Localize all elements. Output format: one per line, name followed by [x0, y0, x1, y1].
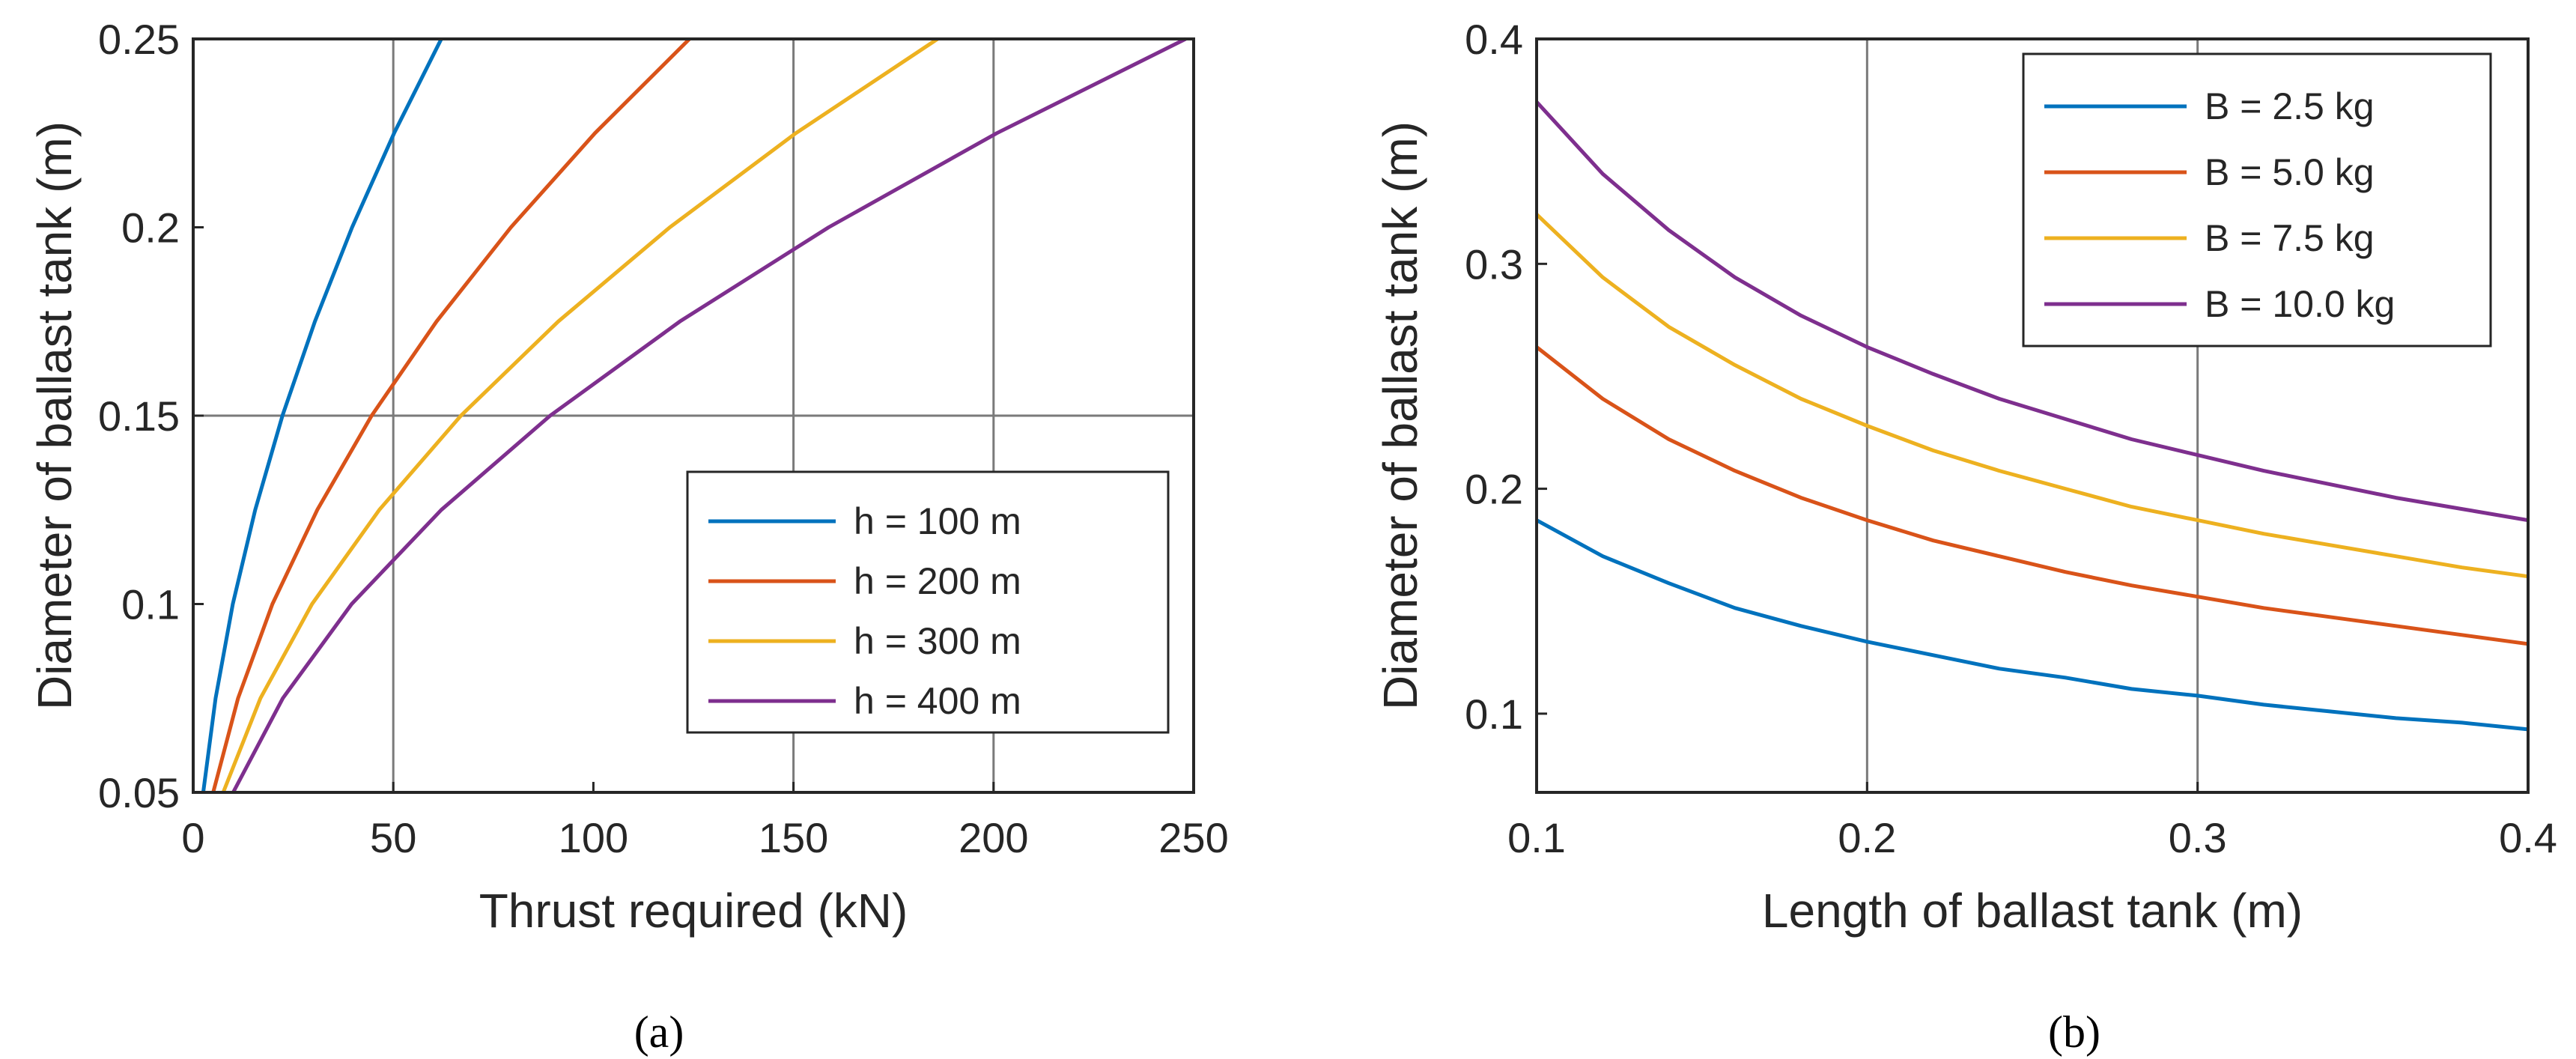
panel-b-axes-box — [1535, 37, 2530, 794]
series-line-3 — [1535, 213, 2529, 579]
legend-box — [2022, 52, 2492, 348]
y-tick-label: 0.1 — [1465, 691, 1523, 738]
panel-a-yticks: 0.05 0.1 0.15 0.2 0.25 — [98, 16, 204, 816]
series-line-4 — [231, 37, 1187, 794]
x-tick-label: 0 — [181, 814, 204, 861]
legend-label: h = 200 m — [854, 560, 1021, 602]
panel-b: 0.1 0.2 0.3 0.4 0.1 0.2 0.3 0.4 Length of ball… — [1373, 16, 2557, 1057]
x-tick-label: 0.1 — [1507, 814, 1566, 861]
series-line-4 — [1535, 100, 2529, 523]
panel-a-legend: h = 100 m h = 200 m h = 300 m h = 400 m — [686, 470, 1170, 734]
x-tick-label: 0.4 — [2499, 814, 2557, 861]
y-tick-label: 0.25 — [98, 16, 180, 63]
panel-b-ylabel: Diameter of ballast tank (m) — [1373, 121, 1427, 710]
x-tick-label: 50 — [370, 814, 416, 861]
panel-a: 0 50 100 150 200 250 0.05 0.1 0.15 0.2 0.25 Thrus… — [28, 16, 1229, 1057]
y-tick-label: 0.4 — [1465, 16, 1523, 63]
legend-label: h = 300 m — [854, 620, 1021, 662]
legend-label: B = 5.0 kg — [2205, 151, 2375, 193]
panel-b-legend: B = 2.5 kg B = 5.0 kg B = 7.5 kg B = 10.0 k… — [2022, 52, 2492, 348]
x-tick-label: 0.2 — [1838, 814, 1896, 861]
legend-label: B = 7.5 kg — [2205, 217, 2375, 259]
x-tick-label: 100 — [559, 814, 628, 861]
panel-a-xlabel: Thrust required (kN) — [479, 884, 908, 938]
x-tick-label: 0.3 — [2169, 814, 2227, 861]
y-tick-label: 0.2 — [121, 204, 180, 252]
series-line-2 — [211, 37, 691, 793]
x-tick-label: 200 — [959, 814, 1028, 861]
panel-a-series — [201, 37, 1187, 794]
legend-label: h = 400 m — [854, 680, 1021, 722]
panel-a-caption: (a) — [634, 1007, 684, 1057]
panel-a-ylabel: Diameter of ballast tank (m) — [28, 121, 82, 710]
panel-b-series — [1535, 100, 2529, 732]
legend-label: B = 10.0 kg — [2205, 283, 2395, 325]
x-tick-label: 150 — [759, 814, 828, 861]
y-tick-label: 0.2 — [1465, 466, 1523, 513]
legend-label: h = 100 m — [854, 500, 1021, 542]
series-line-3 — [221, 37, 939, 793]
y-tick-label: 0.1 — [121, 581, 180, 628]
legend-box — [686, 470, 1170, 734]
panel-a-xticks: 0 50 100 150 200 250 — [181, 782, 1229, 861]
y-tick-label: 0.15 — [98, 392, 180, 440]
series-line-2 — [1535, 345, 2529, 646]
y-tick-label: 0.3 — [1465, 240, 1523, 288]
x-tick-label: 250 — [1158, 814, 1228, 861]
panel-b-xticks: 0.1 0.2 0.3 0.4 — [1507, 782, 2557, 861]
panel-b-xlabel: Length of ballast tank (m) — [1762, 884, 2303, 938]
series-line-1 — [201, 37, 443, 793]
y-tick-label: 0.05 — [98, 769, 180, 816]
legend-label: B = 2.5 kg — [2205, 85, 2375, 127]
series-line-1 — [1535, 518, 2529, 732]
panel-b-caption: (b) — [2048, 1007, 2100, 1057]
panel-b-yticks: 0.1 0.2 0.3 0.4 — [1465, 16, 1547, 738]
